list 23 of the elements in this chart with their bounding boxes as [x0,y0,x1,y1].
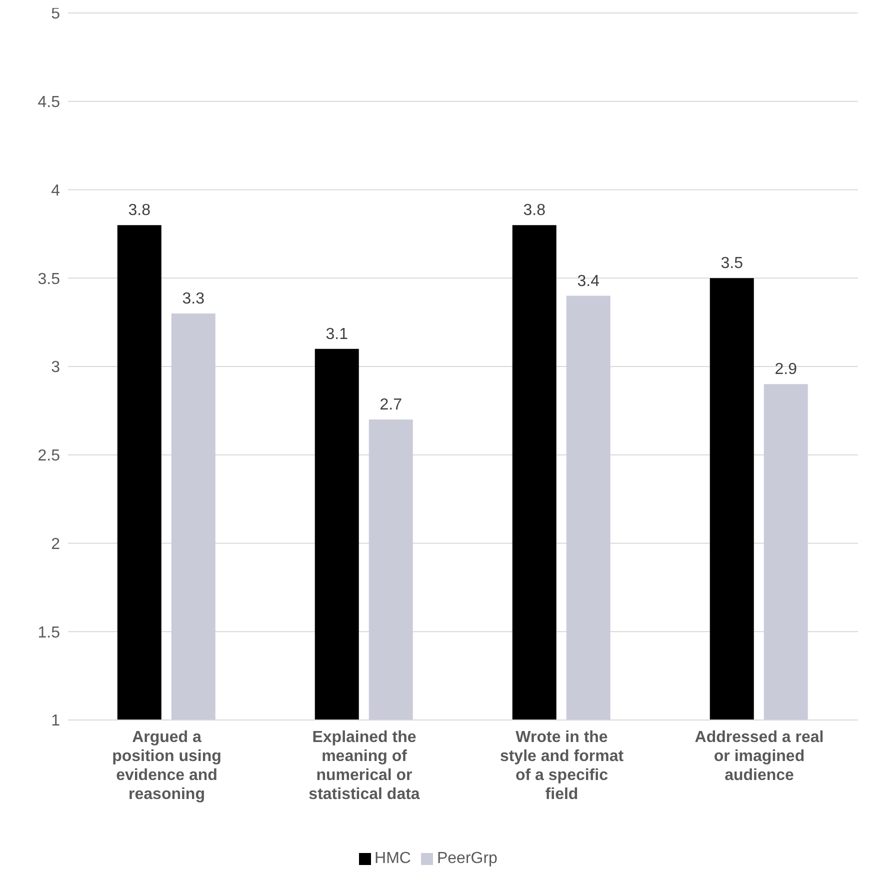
data-label: 3.8 [523,202,546,220]
y-tick-label: 1 [51,712,60,730]
data-label: 3.3 [182,290,205,308]
data-label: 3.1 [326,326,348,343]
data-label: 2.7 [380,396,402,414]
y-tick-label: 4.5 [38,94,60,112]
legend-label: PeerGrp [436,850,498,867]
data-label: 3.8 [128,202,151,220]
y-tick-label: 1.5 [38,624,60,642]
y-tick-label: 2.5 [38,448,60,465]
y-tick-label: 5 [51,6,60,23]
x-tick-label: Wrote in the style and format of a specific field [500,729,624,803]
data-label: 3.4 [577,272,600,290]
legend-label: HMC [374,850,411,867]
x-tick-label: Explained the meaning of numerical or statistical data [308,729,420,803]
x-tick-label: Addressed a real or imagined audience [694,729,824,784]
data-label: 3.5 [720,255,744,272]
y-tick-label: 3 [51,359,60,376]
y-tick-label: 2 [51,536,60,553]
x-tick-label: Argued a position using evidence and reasoning [112,729,222,803]
y-tick-label: 4 [51,182,60,200]
y-tick-label: 3.5 [38,270,60,288]
data-label: 2.9 [774,361,798,378]
